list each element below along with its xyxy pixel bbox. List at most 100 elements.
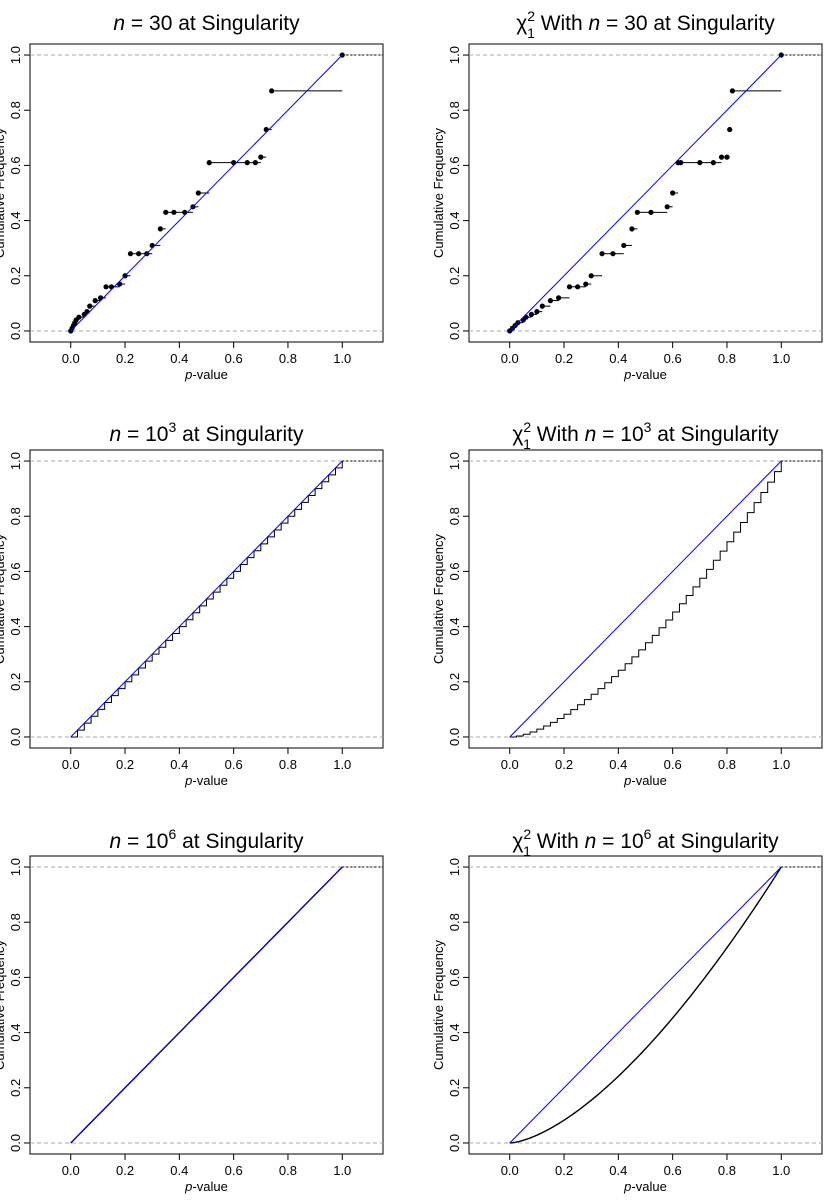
panel-5: 0.0 0.2 0.4 0.6 0.8 1.0 0.0 0.2 0.4 0.6 0.8 1.0 p-va…: [0, 826, 384, 1194]
data-point: [76, 314, 82, 320]
data-point: [718, 154, 725, 160]
data-point: [157, 226, 163, 232]
data-point: [231, 160, 237, 166]
data-point: [92, 298, 98, 304]
chart-title: n = 30 at Singularity: [113, 12, 300, 35]
x-axis-label: p-value: [623, 1179, 667, 1194]
y-tick-label: 0.0: [8, 1134, 23, 1152]
y-tick-label: 1.0: [8, 452, 23, 470]
plot-frame: [29, 855, 384, 1155]
y-tick-label: 1.0: [447, 452, 462, 470]
x-tick-label: 0.4: [170, 757, 188, 772]
data-point: [258, 154, 264, 160]
x-tick-label: 0.6: [225, 757, 243, 772]
y-tick-label: 0.4: [8, 1024, 23, 1042]
panel-3: 0.0 0.2 0.4 0.6 0.8 1.0 0.0 0.2 0.4 0.6 0.8 1.0 p-va…: [0, 419, 384, 788]
y-axis-label: Cumulative Frequency: [0, 533, 7, 664]
data-point: [678, 160, 684, 166]
y-tick-label: 0.2: [447, 1079, 462, 1097]
x-tick-label: 0.0: [501, 1163, 519, 1178]
data-point: [98, 295, 104, 301]
y-tick-label: 0.2: [8, 1079, 23, 1097]
x-tick-label: 0.4: [609, 351, 627, 366]
y-axis-label: Cumulative Frequency: [0, 939, 7, 1070]
ecdf-curve: [509, 866, 782, 1144]
data-point: [163, 209, 169, 215]
data-point: [566, 284, 573, 290]
x-tick-label: 0.8: [279, 1163, 297, 1178]
x-tick-label: 1.0: [772, 1163, 790, 1178]
y-tick-label: 0.2: [447, 267, 462, 285]
reference-diagonal: [70, 460, 343, 738]
x-tick-label: 0.0: [62, 1163, 80, 1178]
x-tick-label: 0.8: [279, 757, 297, 772]
data-point: [724, 154, 730, 160]
x-tick-label: 0.6: [664, 757, 682, 772]
y-tick-label: 1.0: [447, 46, 462, 64]
y-tick-label: 0.6: [8, 968, 23, 986]
x-tick-label: 1.0: [333, 757, 351, 772]
data-point: [588, 273, 594, 279]
data-point: [136, 251, 142, 257]
y-tick-label: 0.8: [447, 913, 462, 931]
x-tick-label: 1.0: [333, 1163, 351, 1178]
data-point: [727, 126, 733, 133]
x-tick-label: 0.8: [718, 757, 736, 772]
data-point: [263, 126, 269, 133]
data-point: [634, 209, 640, 215]
y-tick-label: 0.2: [8, 267, 23, 285]
data-point: [599, 251, 605, 257]
data-point: [629, 226, 635, 232]
x-tick-label: 0.6: [225, 1163, 243, 1178]
chart-title: χ2 1 With n = 106 at Singularity: [512, 826, 779, 859]
y-axis-label: Cumulative Frequency: [431, 533, 446, 664]
data-point: [575, 284, 581, 290]
data-point: [108, 284, 115, 290]
x-tick-label: 0.6: [664, 351, 682, 366]
y-tick-label: 0.4: [447, 1024, 462, 1042]
data-point: [710, 160, 716, 166]
data-point: [84, 309, 90, 315]
data-point: [252, 160, 258, 166]
y-tick-label: 0.2: [8, 673, 23, 691]
data-point: [182, 209, 188, 215]
x-axis-label: p-value: [623, 367, 667, 382]
plot-frame: [29, 43, 384, 343]
data-point: [528, 311, 535, 318]
data-point: [244, 160, 250, 166]
data-point: [534, 309, 540, 315]
panel-2: 0.0 0.2 0.4 0.6 0.8 1.0 0.0 0.2 0.4 0.6 0.8 1.0 p-va…: [431, 8, 823, 382]
ecdf-staircase: [509, 461, 782, 738]
y-tick-label: 0.4: [8, 618, 23, 636]
y-tick-label: 0.6: [447, 156, 462, 174]
data-point: [195, 190, 201, 196]
data-point: [556, 295, 562, 301]
y-tick-label: 0.0: [447, 1134, 462, 1152]
x-tick-label: 0.6: [664, 1163, 682, 1178]
reference-diagonal: [509, 460, 782, 738]
x-tick-label: 0.2: [116, 1163, 134, 1178]
chart-title: χ2 1 With n = 30 at Singularity: [516, 8, 775, 41]
y-axis-label: Cumulative Frequency: [431, 939, 446, 1070]
data-point: [697, 160, 703, 166]
x-axis-label: p-value: [184, 367, 228, 382]
x-tick-label: 0.4: [609, 757, 627, 772]
x-tick-label: 0.4: [170, 1163, 188, 1178]
data-point: [583, 281, 589, 287]
x-axis-label: p-value: [184, 1179, 228, 1194]
data-point: [171, 209, 177, 215]
plot-frame: [468, 855, 823, 1155]
data-point: [523, 314, 529, 320]
panel-4: 0.0 0.2 0.4 0.6 0.8 1.0 0.0 0.2 0.4 0.6 0.8 1.0 p-va…: [431, 419, 823, 788]
data-point: [729, 88, 735, 94]
x-axis-label: p-value: [184, 773, 228, 788]
data-point: [149, 242, 155, 249]
data-point: [610, 251, 616, 257]
y-tick-label: 0.0: [8, 322, 23, 340]
y-tick-label: 0.6: [8, 156, 23, 174]
data-point: [103, 284, 109, 290]
x-tick-label: 0.0: [62, 757, 80, 772]
x-tick-label: 0.2: [116, 351, 134, 366]
y-tick-label: 0.8: [447, 101, 462, 119]
